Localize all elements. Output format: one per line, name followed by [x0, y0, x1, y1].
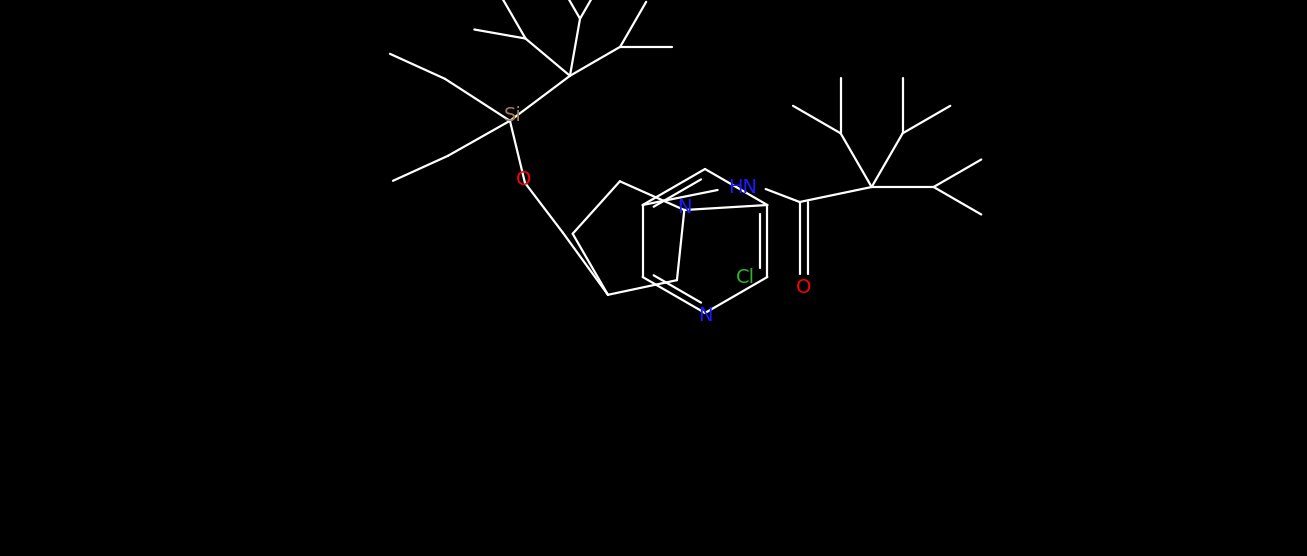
Text: O: O	[796, 277, 812, 296]
Text: Si: Si	[505, 106, 521, 125]
Text: O: O	[516, 170, 532, 189]
Text: N: N	[677, 197, 691, 216]
Text: HN: HN	[728, 177, 757, 196]
Text: N: N	[698, 305, 712, 325]
Text: Cl: Cl	[736, 267, 755, 286]
